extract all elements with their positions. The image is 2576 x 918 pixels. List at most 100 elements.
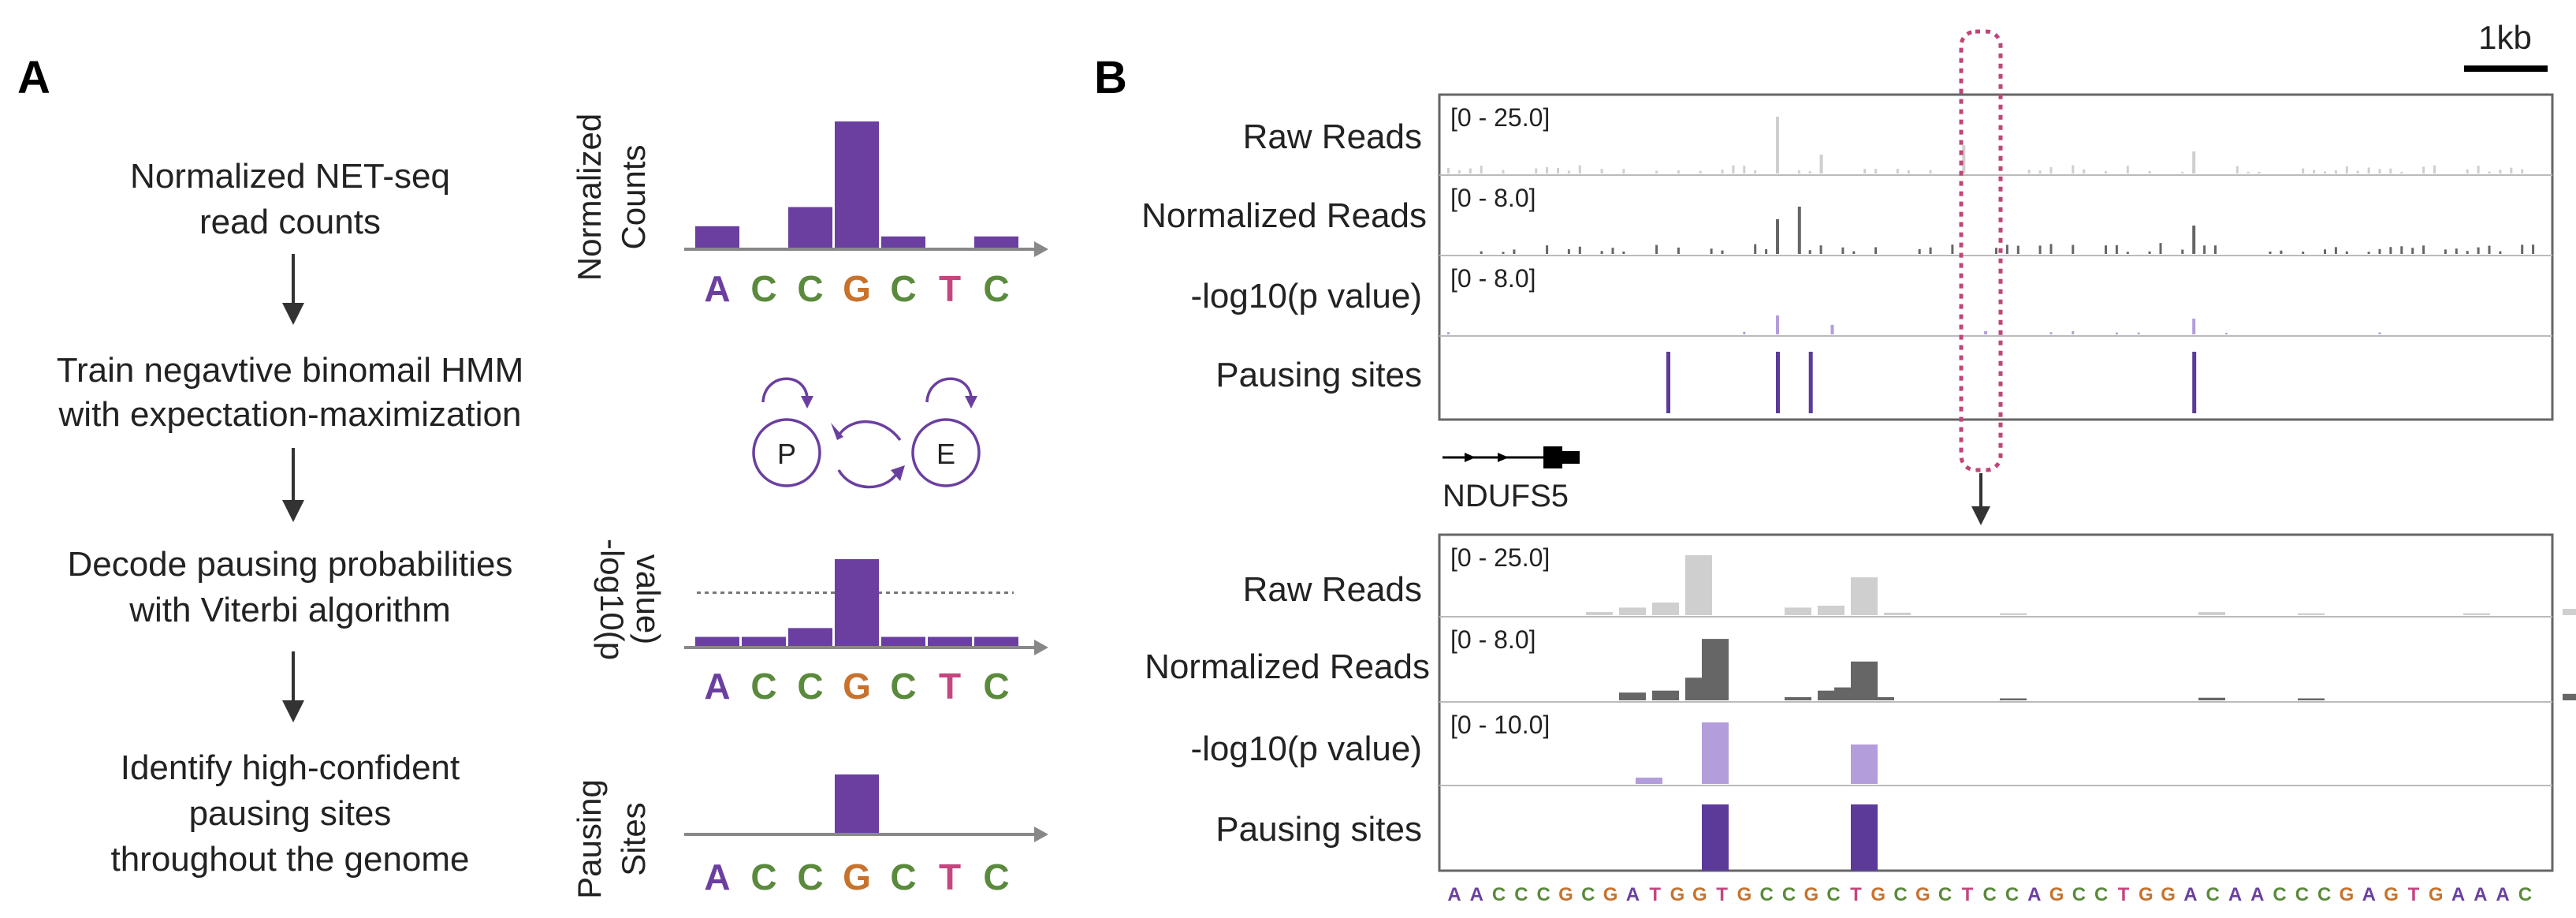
base-sites-2: C: [797, 856, 823, 897]
zoom-pval-bar-0: [1636, 778, 1662, 784]
base-counts-0: A: [704, 268, 730, 309]
base-sites-6: C: [983, 856, 1009, 897]
top-raw-noise-2: [1469, 168, 1472, 174]
top-site-3: [2192, 352, 2197, 413]
top-raw-noise-73: [2247, 171, 2250, 174]
zoom-base-33: A: [2183, 884, 2197, 905]
top-norm-noise-50: [1995, 248, 1997, 254]
step-3-line1: Decode pausing probabilities: [67, 545, 512, 584]
top-pval-noise-85: [2378, 332, 2381, 334]
base-counts-2: C: [797, 268, 823, 309]
p-self-loop: [761, 377, 809, 405]
top-norm-noise-67: [2181, 249, 2184, 254]
zoom-norm-bar-8: [1867, 696, 1894, 700]
counts-bar-2: [788, 207, 832, 249]
top-norm-noise-91: [2444, 249, 2447, 254]
top-track-range-raw: [0 - 25.0]: [1450, 103, 1550, 132]
top-norm-noise-33: [1808, 250, 1811, 254]
zoom-raw-bar-5: [1818, 606, 1845, 615]
top-raw-noise-80: [2324, 171, 2326, 174]
zoom-base-42: G: [2384, 884, 2399, 905]
zoom-base-24: C: [1983, 884, 1997, 905]
top-raw-noise-44: [1929, 170, 1932, 174]
top-raw-noise-1: [1457, 170, 1461, 174]
top-raw-noise-60: [2105, 171, 2107, 174]
zoom-track-name-sites: Pausing sites: [1215, 810, 1422, 849]
step-4-line1: Identify high-confident: [121, 748, 460, 787]
base-sites-5: T: [939, 856, 961, 897]
zoom-track-name-pval: -log10(p value): [1191, 730, 1423, 768]
counts-bar-3: [835, 121, 879, 249]
top-raw-noise-53: [2027, 170, 2031, 174]
top-raw-noise-28: [1754, 170, 1757, 174]
zoom-base-44: G: [2429, 884, 2444, 905]
panel-a-label: A: [17, 52, 50, 103]
top-norm-noise-94: [2477, 247, 2480, 254]
sites-bar-3: [835, 774, 879, 834]
step-4-line3: throughout the genome: [110, 840, 469, 879]
top-site-2: [1808, 352, 1813, 413]
top-norm-noise-6: [1513, 249, 1516, 254]
top-raw-noise-9: [1546, 166, 1549, 174]
top-raw-noise-74: [2258, 171, 2261, 174]
top-site-0: [1666, 352, 1670, 413]
top-raw-noise-38: [1863, 169, 1867, 174]
zoom-norm-bar-12: [2563, 693, 2576, 700]
zoom-sites-track: [1702, 804, 1878, 871]
top-norm-noise-24: [1710, 248, 1713, 254]
zoom-raw-bar-10: [2298, 613, 2325, 615]
zoom-track-name-raw: Raw Reads: [1243, 570, 1422, 609]
zoom-base-10: G: [1670, 884, 1685, 905]
top-raw-noise-21: [1677, 170, 1680, 174]
top-site-1: [1776, 352, 1780, 413]
top-raw-noise-90: [2433, 165, 2436, 174]
top-norm-noise-98: [2521, 244, 2524, 254]
step-4: Identify high-confident pausing sites th…: [110, 748, 469, 879]
top-raw-noise-54: [2038, 170, 2042, 174]
zoom-arrow: [1971, 473, 1990, 525]
top-norm-noise-92: [2455, 248, 2458, 254]
e-to-p-head: [831, 423, 843, 440]
top-pval-noise-61: [2115, 332, 2118, 334]
zoom-norm-bar-11: [2298, 698, 2325, 700]
top-raw-noise-81: [2334, 170, 2337, 174]
sites-axis: [684, 827, 1048, 842]
p-to-e-head: [891, 465, 905, 481]
counts-bar-0: [695, 226, 739, 249]
base-pvalue-0: A: [704, 666, 730, 707]
top-norm-noise-44: [1929, 247, 1932, 254]
top-track-name-sites: Pausing sites: [1215, 356, 1422, 394]
flow-arrow-1: [282, 254, 304, 325]
zoom-raw-bar-7: [1884, 612, 1911, 615]
zoom-base-26: A: [2027, 884, 2041, 905]
top-pval-spike-0: [1776, 315, 1779, 334]
step-2: Train negavtive binomail HMM with expect…: [57, 351, 524, 434]
base-sites-4: C: [890, 856, 916, 897]
top-norm-noise-95: [2488, 245, 2491, 254]
state-e-label: E: [936, 438, 955, 470]
top-pval-noise-63: [2137, 332, 2140, 334]
top-raw-noise-98: [2521, 169, 2524, 174]
step-2-line1: Train negavtive binomail HMM: [57, 351, 524, 390]
zoom-base-8: A: [1626, 884, 1640, 905]
top-track-name-raw: Raw Reads: [1243, 118, 1422, 156]
base-pvalue-2: C: [797, 666, 823, 707]
zoom-base-47: A: [2496, 884, 2509, 905]
zoom-raw-bar-2: [1652, 603, 1679, 615]
pvalue-bar-6: [974, 636, 1018, 647]
top-raw-noise-26: [1732, 165, 1735, 174]
pvalue-bars: [695, 559, 1018, 647]
top-raw-noise-83: [2356, 170, 2359, 174]
zoom-raw-bar-6: [1851, 577, 1878, 615]
base-pvalue-1: C: [750, 666, 776, 707]
top-raw-noise-96: [2499, 170, 2502, 174]
top-norm-noise-65: [2159, 243, 2162, 254]
base-sites-1: C: [750, 856, 776, 897]
p-self-loop-head: [801, 396, 813, 409]
e-self-loop: [925, 377, 973, 405]
top-norm-noise-75: [2269, 251, 2272, 254]
top-raw-noise-10: [1557, 167, 1559, 174]
zoom-raw-bar-1: [1619, 607, 1646, 615]
top-raw-noise-27: [1743, 166, 1746, 174]
